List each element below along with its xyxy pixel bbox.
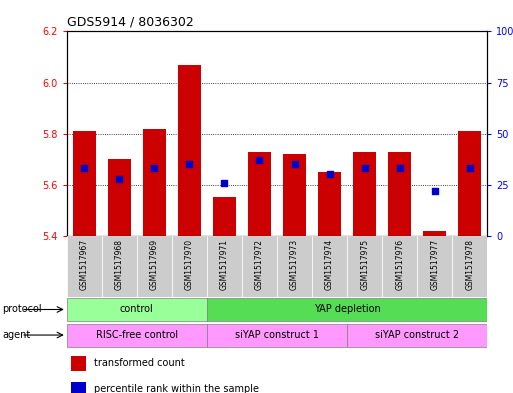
Text: GSM1517977: GSM1517977 [430, 239, 439, 290]
Bar [71, 382, 86, 393]
Text: GSM1517974: GSM1517974 [325, 239, 334, 290]
Bar [207, 323, 347, 347]
Text: protocol: protocol [3, 305, 42, 314]
Bar [277, 236, 312, 297]
Bar [347, 323, 487, 347]
Text: percentile rank within the sample: percentile rank within the sample [94, 384, 259, 393]
Bar [67, 298, 207, 321]
Bar [242, 236, 277, 297]
Bar [459, 131, 481, 236]
Bar [382, 236, 417, 297]
Point [150, 165, 159, 171]
Text: GDS5914 / 8036302: GDS5914 / 8036302 [67, 16, 193, 29]
Point [80, 165, 88, 171]
Bar [178, 64, 201, 236]
Bar [207, 298, 487, 321]
Bar [423, 231, 446, 236]
Point [220, 180, 228, 186]
Bar [213, 198, 236, 236]
Text: GSM1517968: GSM1517968 [115, 239, 124, 290]
Text: GSM1517967: GSM1517967 [80, 239, 89, 290]
Text: GSM1517970: GSM1517970 [185, 239, 194, 290]
Text: GSM1517978: GSM1517978 [465, 239, 475, 290]
Bar [108, 159, 131, 236]
Point [325, 171, 333, 178]
Point [255, 157, 264, 163]
Bar [67, 323, 207, 347]
Text: siYAP construct 1: siYAP construct 1 [235, 329, 319, 340]
Point [185, 161, 193, 167]
Point [115, 175, 123, 182]
Bar [417, 236, 452, 297]
Bar [207, 236, 242, 297]
Point [361, 165, 369, 171]
Bar [73, 131, 95, 236]
Text: GSM1517969: GSM1517969 [150, 239, 159, 290]
Bar [102, 236, 137, 297]
Text: GSM1517971: GSM1517971 [220, 239, 229, 290]
Text: transformed count: transformed count [94, 358, 185, 369]
Text: GSM1517973: GSM1517973 [290, 239, 299, 290]
Point [430, 188, 439, 194]
Text: control: control [120, 304, 154, 314]
Text: GSM1517976: GSM1517976 [395, 239, 404, 290]
Point [466, 165, 474, 171]
Bar [312, 236, 347, 297]
Bar [452, 236, 487, 297]
Bar [67, 236, 102, 297]
Bar [353, 151, 376, 236]
Text: GSM1517975: GSM1517975 [360, 239, 369, 290]
Bar [318, 172, 341, 236]
Bar [248, 151, 271, 236]
Text: agent: agent [3, 330, 31, 340]
Text: siYAP construct 2: siYAP construct 2 [375, 329, 459, 340]
Text: RISC-free control: RISC-free control [96, 329, 178, 340]
Bar [71, 356, 86, 371]
Bar [347, 236, 382, 297]
Text: YAP depletion: YAP depletion [314, 304, 381, 314]
Bar [283, 154, 306, 236]
Point [396, 165, 404, 171]
Text: GSM1517972: GSM1517972 [255, 239, 264, 290]
Bar [137, 236, 172, 297]
Bar [388, 151, 411, 236]
Point [290, 161, 299, 167]
Bar [143, 129, 166, 236]
Bar [172, 236, 207, 297]
